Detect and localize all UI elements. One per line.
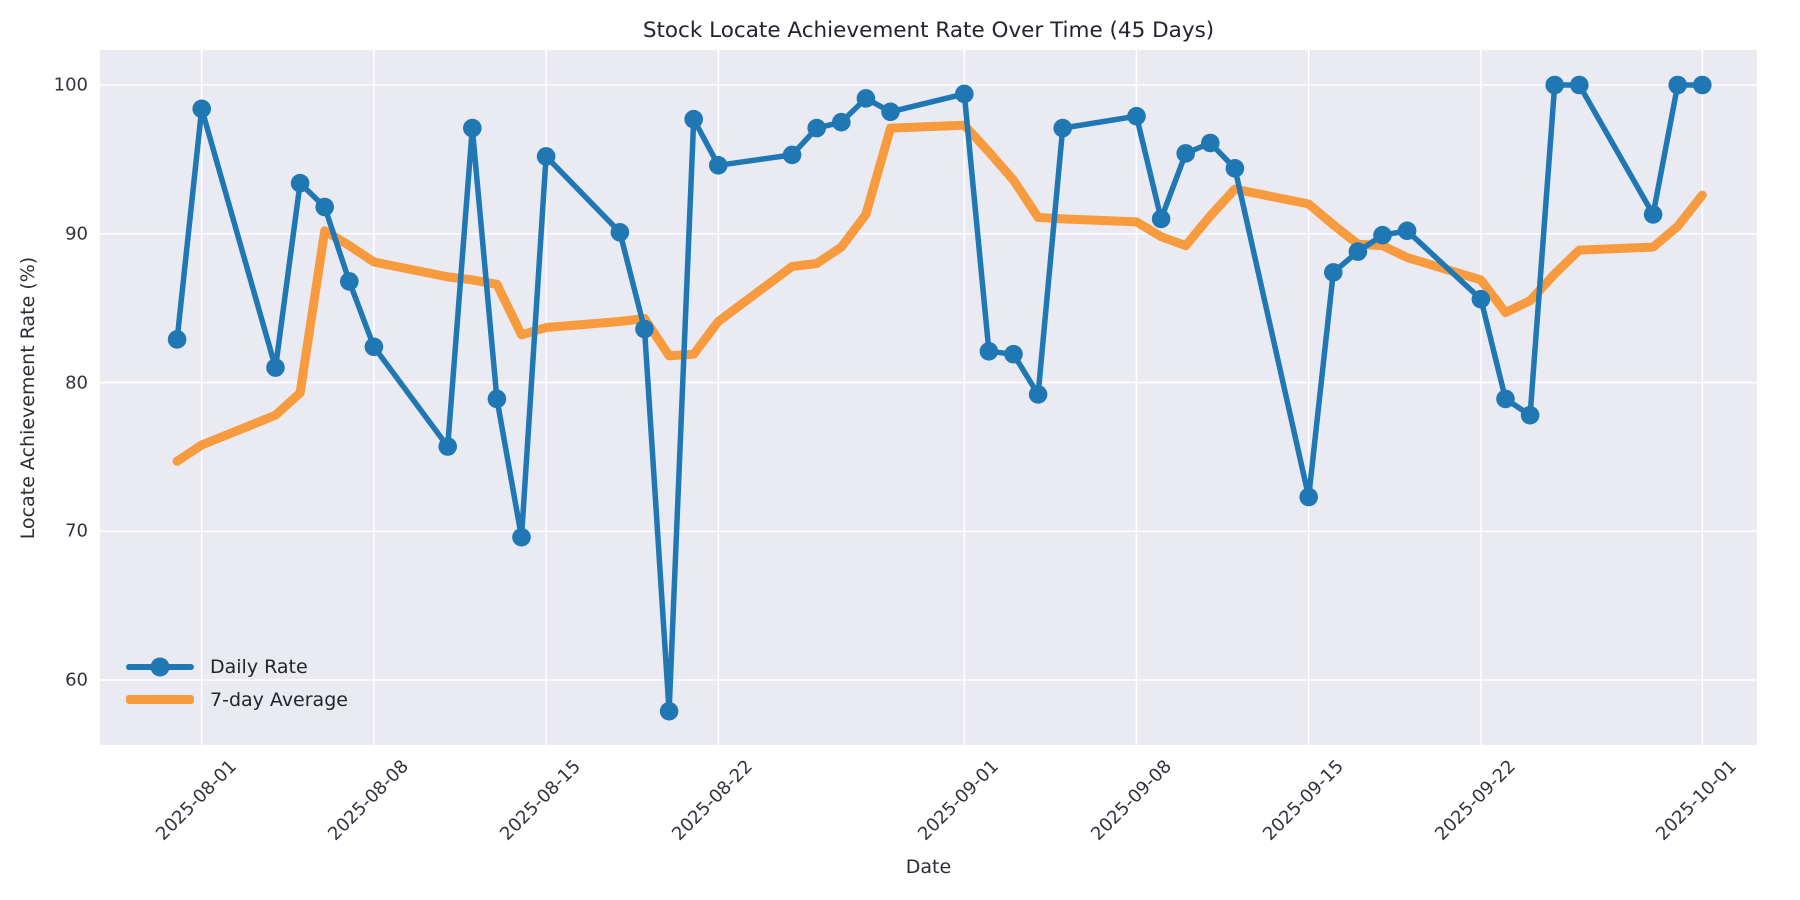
data-point-marker	[1668, 75, 1687, 95]
y-tick-label: 60	[65, 669, 88, 691]
data-point-marker	[290, 173, 310, 193]
data-point-marker	[167, 330, 187, 349]
data-point-marker	[832, 112, 851, 132]
data-point-marker	[1693, 75, 1712, 95]
data-point-marker	[856, 89, 876, 108]
y-tick-label: 100	[53, 74, 88, 96]
data-point-marker	[659, 701, 679, 721]
legend-label-7day-average: 7-day Average	[210, 688, 348, 711]
daily-rate-marker-icon	[150, 657, 170, 676]
data-point-marker	[1127, 106, 1146, 126]
data-point-marker	[1028, 385, 1048, 404]
data-point-marker	[340, 272, 359, 291]
data-point-marker	[1520, 405, 1540, 425]
data-point-marker	[1299, 487, 1318, 507]
data-point-marker	[635, 319, 654, 339]
legend-item-daily-rate: Daily Rate	[126, 650, 348, 683]
data-point-marker	[955, 84, 974, 104]
data-point-marker	[266, 358, 285, 377]
data-point-marker	[610, 223, 630, 242]
data-point-marker	[979, 342, 999, 361]
data-point-marker	[807, 118, 826, 138]
y-tick-label: 70	[65, 520, 88, 542]
data-point-marker	[684, 109, 703, 129]
data-point-marker	[1643, 205, 1663, 224]
data-point-marker	[1324, 263, 1343, 282]
data-point-marker	[1201, 133, 1220, 153]
x-axis-label: Date	[905, 856, 952, 878]
data-point-marker	[1570, 75, 1589, 95]
data-point-marker	[1496, 389, 1515, 409]
data-point-marker	[512, 527, 531, 547]
data-point-marker	[463, 118, 482, 138]
legend-item-7day-average: 7-day Average	[126, 683, 348, 716]
data-point-marker	[315, 197, 335, 217]
data-point-marker	[1053, 118, 1072, 138]
legend: Daily Rate 7-day Average	[126, 650, 348, 716]
average-line-sample	[126, 695, 194, 704]
y-tick-label: 90	[65, 223, 88, 245]
average-line	[172, 120, 1707, 466]
data-point-marker	[1471, 289, 1491, 309]
data-point-marker	[364, 337, 384, 357]
data-point-marker	[1225, 159, 1245, 178]
data-point-marker	[438, 437, 458, 456]
data-point-marker	[1151, 209, 1171, 229]
data-point-marker	[192, 99, 211, 119]
data-point-marker	[1545, 75, 1564, 95]
data-point-marker	[487, 389, 507, 409]
data-point-marker	[1176, 144, 1195, 163]
data-point-marker	[1004, 344, 1023, 364]
data-point-marker	[709, 156, 728, 175]
chart-title: Stock Locate Achievement Rate Over Time …	[642, 18, 1215, 43]
data-point-marker	[536, 147, 556, 166]
data-point-marker	[782, 145, 802, 165]
legend-label-daily-rate: Daily Rate	[210, 655, 308, 678]
y-tick-label: 80	[65, 372, 88, 393]
daily-rate-line-sample	[126, 657, 194, 676]
data-point-marker	[1348, 242, 1368, 261]
data-point-marker	[1373, 225, 1392, 245]
data-point-marker	[1397, 221, 1417, 241]
data-point-marker	[881, 102, 900, 122]
